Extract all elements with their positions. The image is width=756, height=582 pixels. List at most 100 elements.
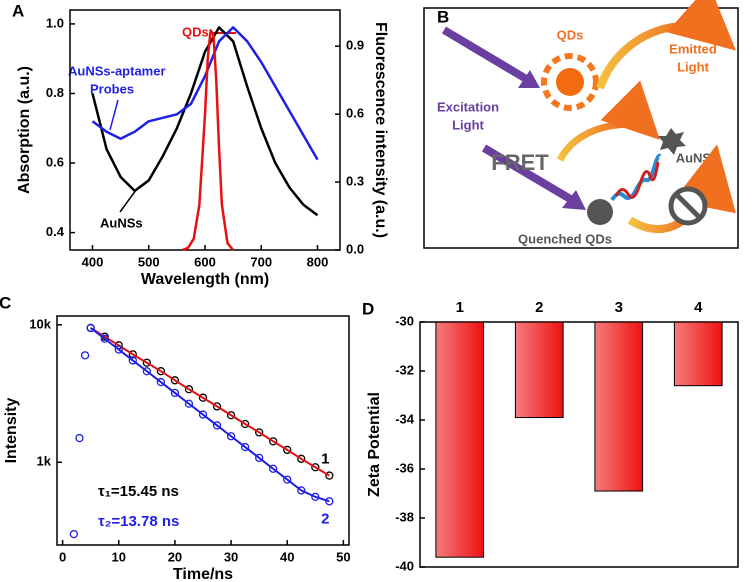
data-point <box>226 432 236 441</box>
y-tick-label: 10k <box>29 316 51 331</box>
annotation: QDs <box>182 24 209 39</box>
x-tick-label: 10 <box>112 549 126 564</box>
data-point <box>75 433 84 443</box>
data-point <box>297 454 306 463</box>
y-tick-label: -38 <box>395 509 414 524</box>
data-point <box>212 421 222 430</box>
y-tick-label: 0.6 <box>46 154 64 169</box>
data-point <box>184 385 194 394</box>
x-tick-label: 30 <box>224 549 238 564</box>
panel-label: C <box>0 293 11 312</box>
diagram: B QDs Emitted Light Excitation Light AuN… <box>423 0 739 249</box>
data-point <box>226 411 236 420</box>
excitation-arrow <box>441 26 531 84</box>
annotation: AuNSs <box>100 215 143 230</box>
y-tick-label: -34 <box>395 411 415 426</box>
arrow-head <box>518 70 540 88</box>
quenched-qd <box>587 199 613 225</box>
data-point <box>114 345 123 354</box>
x-axis-title: Wavelength (nm) <box>141 271 269 288</box>
data-point <box>128 356 137 365</box>
annotation: Probes <box>90 81 134 96</box>
excitation-label: Light <box>452 117 484 132</box>
data-point <box>198 410 208 419</box>
y-tick-label: 1.0 <box>46 15 64 30</box>
fit-line <box>90 327 330 477</box>
data-line <box>91 26 319 161</box>
y-tick-label: 0.4 <box>46 224 65 239</box>
fret-arrow <box>556 80 660 162</box>
y-tick-label: -32 <box>395 362 414 377</box>
plot-frame <box>419 321 739 568</box>
y-tick-label: 0.8 <box>46 85 64 100</box>
data-point <box>170 388 180 398</box>
data-point <box>269 464 278 473</box>
y2-tick-label: 0.0 <box>346 241 364 256</box>
data-line <box>182 29 235 252</box>
emitted-label: Light <box>677 59 709 74</box>
x-tick-label: 600 <box>194 254 216 269</box>
bar <box>594 321 644 492</box>
data-point <box>86 323 95 333</box>
data-point <box>325 471 334 480</box>
plot-frame <box>56 315 350 546</box>
quenched-label: Quenched QDs <box>518 231 612 246</box>
qd-ring <box>541 53 599 111</box>
data-point <box>311 463 320 472</box>
data-point <box>142 358 151 367</box>
annotation: τ₂=13.78 ns <box>98 513 179 530</box>
annotation: τ₁=15.45 ns <box>98 483 179 500</box>
data-point <box>255 453 264 463</box>
annotation-arrow <box>119 189 137 213</box>
x-tick-label: 40 <box>280 549 294 564</box>
data-point <box>142 367 151 376</box>
category-label: 3 <box>615 299 623 316</box>
x-tick-label: 700 <box>250 254 272 269</box>
qds-label: QDs <box>557 27 584 42</box>
data-point <box>69 529 78 539</box>
aptamer <box>614 161 660 199</box>
emission-arrow <box>596 0 737 90</box>
data-point <box>283 445 292 455</box>
y-axis-title: Absorption (a.u.) <box>16 66 33 194</box>
y-tick-label: 1k <box>37 454 52 469</box>
series-label: 1 <box>321 451 329 468</box>
x-tick-label: 500 <box>138 254 160 269</box>
data-point <box>240 442 250 452</box>
data-point <box>255 428 264 437</box>
category-label: 4 <box>694 299 703 316</box>
data-point <box>184 399 194 408</box>
bar <box>514 321 564 419</box>
y-tick-label: -36 <box>395 460 414 475</box>
fret-label: FRET <box>491 150 549 175</box>
x-tick-label: 50 <box>336 549 350 564</box>
auns-star <box>658 128 686 155</box>
annotation-arrow <box>109 99 119 131</box>
data-point <box>198 393 208 402</box>
series-label: 2 <box>321 510 329 527</box>
excitation-arrow <box>481 144 575 204</box>
excitation-label: Excitation <box>437 99 499 114</box>
x-tick-label: 400 <box>82 254 104 269</box>
data-point <box>128 350 137 359</box>
x-tick-label: 20 <box>168 549 182 564</box>
y-axis-title: Intensity <box>3 398 20 464</box>
panel-label: A <box>12 1 24 20</box>
y-tick-label: -30 <box>395 313 414 328</box>
blocked-sign <box>674 192 702 220</box>
y-axis-title: Zeta Potential <box>366 392 383 497</box>
arrow-head <box>562 190 586 210</box>
data-point <box>283 475 292 484</box>
data-point <box>80 351 90 360</box>
data-point <box>269 437 278 446</box>
data-point <box>297 486 306 495</box>
y2-tick-label: 0.9 <box>346 38 364 53</box>
data-point <box>156 367 166 376</box>
x-axis-title: Time/ns <box>173 566 233 582</box>
data-point <box>325 497 334 506</box>
data-point <box>240 419 250 429</box>
y2-axis-title: Fluorescence intensity (a.u.) <box>372 22 389 238</box>
data-line <box>91 26 319 217</box>
panel-label: D <box>362 299 374 318</box>
